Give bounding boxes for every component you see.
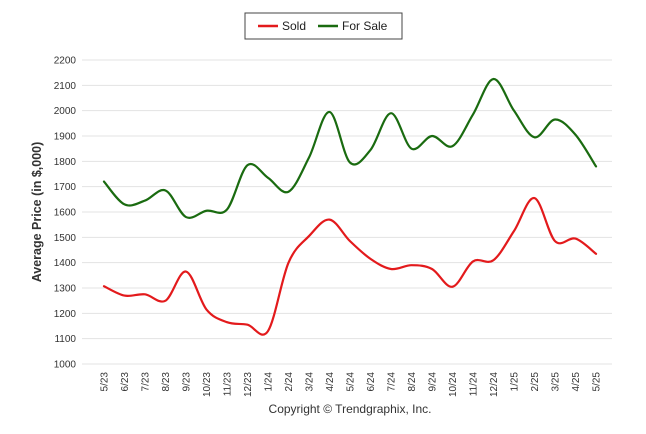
y-tick-label: 2200 xyxy=(54,56,77,67)
y-tick-label: 1900 xyxy=(54,132,77,143)
copyright-footer: Copyright © Trendgraphix, Inc. xyxy=(269,402,432,416)
x-tick-label: 6/24 xyxy=(366,372,377,392)
y-tick-label: 1100 xyxy=(54,334,76,345)
x-tick-label: 12/24 xyxy=(489,372,500,397)
x-tick-label: 12/23 xyxy=(243,372,254,397)
x-tick-label: 1/24 xyxy=(264,372,275,392)
x-tick-label: 10/24 xyxy=(448,372,459,397)
legend: Sold For Sale xyxy=(244,12,403,40)
x-tick-label: 2/25 xyxy=(530,372,541,392)
y-tick-label: 1700 xyxy=(54,182,77,193)
y-axis: 1000 1100 1200 1300 1400 1500 1600 1700 1800 1900… xyxy=(54,56,77,371)
x-tick-label: 6/23 xyxy=(120,372,131,392)
y-tick-label: 1300 xyxy=(54,284,77,295)
y-tick-label: 1500 xyxy=(54,233,77,244)
legend-label-sold: Sold xyxy=(282,19,306,33)
x-tick-label: 7/23 xyxy=(141,372,152,392)
series-line-sold xyxy=(102,196,598,336)
x-tick-label: 10/23 xyxy=(202,372,213,397)
x-tick-label: 4/25 xyxy=(571,372,582,392)
y-axis-label: Average Price (in $,000) xyxy=(30,142,44,283)
y-tick-label: 1000 xyxy=(54,360,77,371)
x-tick-label: 9/24 xyxy=(428,372,439,392)
y-tick-label: 1200 xyxy=(54,309,77,320)
y-tick-label: 2000 xyxy=(54,106,77,117)
legend-label-for-sale: For Sale xyxy=(342,19,388,33)
x-tick-label: 11/23 xyxy=(223,372,234,397)
x-tick-label: 8/23 xyxy=(161,372,172,392)
x-tick-label: 4/24 xyxy=(325,372,336,392)
x-tick-label: 9/23 xyxy=(182,372,193,392)
x-tick-label: 5/24 xyxy=(346,372,357,392)
x-tick-label: 2/24 xyxy=(284,372,295,392)
y-tick-label: 2100 xyxy=(54,81,77,92)
grid xyxy=(82,59,612,365)
y-tick-label: 1800 xyxy=(54,157,77,168)
y-tick-label: 1600 xyxy=(54,208,77,219)
y-tick-label: 1400 xyxy=(54,258,77,269)
x-tick-label: 3/24 xyxy=(305,372,316,392)
x-tick-label: 5/25 xyxy=(592,372,603,392)
series-group xyxy=(102,77,598,336)
series-line-for-sale xyxy=(102,77,598,219)
x-tick-label: 8/24 xyxy=(407,372,418,392)
x-tick-label: 7/24 xyxy=(387,372,398,392)
x-tick-label: 3/25 xyxy=(551,372,562,392)
x-tick-label: 1/25 xyxy=(510,372,521,392)
x-tick-label: 5/23 xyxy=(100,372,111,392)
x-tick-label: 11/24 xyxy=(469,372,480,397)
x-axis: 5/23 6/23 7/23 8/23 9/23 10/23 11/23 12/23 1/24 2… xyxy=(100,372,603,397)
